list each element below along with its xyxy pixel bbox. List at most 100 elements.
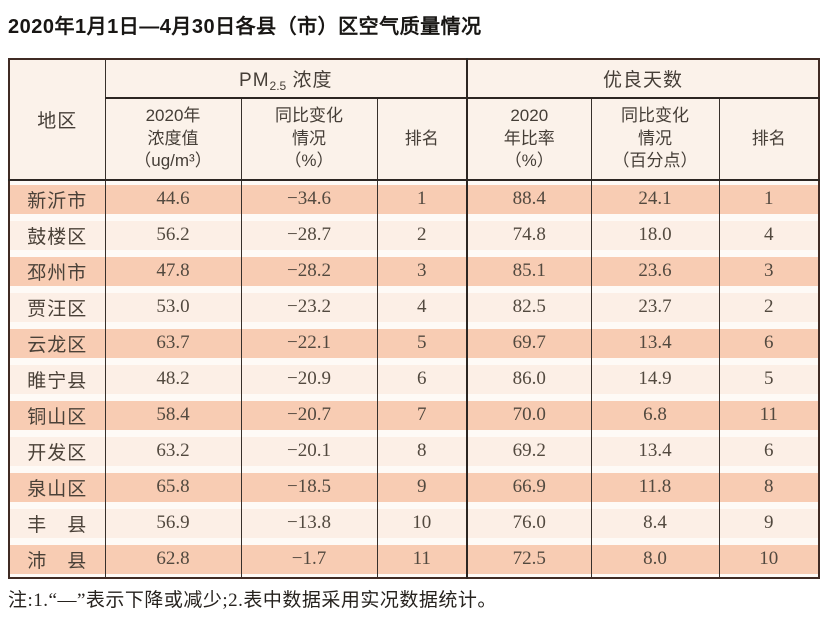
value-cell: 65.8 [104, 469, 241, 505]
sub-header-row: 2020年 浓度值 （ug/m³） 同比变化 情况 （%） 排名 2020 年比… [9, 98, 820, 181]
value-cell: 24.1 [590, 180, 719, 217]
value-cell: 86.0 [466, 361, 591, 397]
cell-band: 泉山区 [10, 472, 105, 502]
cell-band: 6 [719, 328, 819, 358]
cell-band: −34.6 [241, 184, 377, 214]
pm25-label-suffix: 浓度 [286, 69, 333, 91]
header-pm-value: 2020年 浓度值 （ug/m³） [104, 98, 241, 181]
value-cell: 13.4 [590, 433, 719, 469]
cell-band: −22.1 [241, 328, 377, 358]
header-group-good-days: 优良天数 [465, 59, 820, 99]
value-cell: 10 [376, 505, 467, 541]
value-cell: 13.4 [590, 325, 719, 361]
value-cell: 23.6 [590, 253, 719, 289]
cell-band: 开发区 [10, 436, 105, 466]
cell-band: 44.6 [105, 184, 241, 214]
value-cell: 62.8 [104, 541, 241, 578]
region-cell: 鼓楼区 [9, 217, 105, 253]
table-row: 睢宁县 48.2 −20.9 6 86.0 14.9 5 [9, 361, 820, 397]
table-row: 贾汪区 53.0 −23.2 4 82.5 23.7 2 [9, 289, 820, 325]
cell-band: 贾汪区 [10, 292, 105, 322]
value-cell: 69.7 [466, 325, 591, 361]
cell-band: 6 [377, 364, 466, 394]
cell-band: 48.2 [105, 364, 241, 394]
cell-band: 13.4 [591, 436, 719, 466]
value-cell: −22.1 [240, 325, 377, 361]
value-cell: 4 [376, 289, 467, 325]
value-cell: −34.6 [240, 180, 377, 217]
value-cell: 11 [718, 397, 820, 433]
value-cell: 63.2 [104, 433, 241, 469]
value-cell: 8 [718, 469, 820, 505]
value-cell: 1 [376, 180, 467, 217]
cell-band: 11 [719, 400, 819, 430]
cell-band: 66.9 [468, 472, 591, 502]
cell-band: 8 [377, 436, 466, 466]
value-cell: 85.1 [466, 253, 591, 289]
value-cell: 2 [376, 217, 467, 253]
cell-band: 2 [719, 292, 819, 322]
cell-band: 10 [377, 508, 466, 538]
cell-band: 23.6 [591, 256, 719, 286]
value-cell: 6 [718, 325, 820, 361]
value-cell: 4 [718, 217, 820, 253]
value-cell: 44.6 [104, 180, 241, 217]
cell-band: 23.7 [591, 292, 719, 322]
cell-band: −23.2 [241, 292, 377, 322]
value-cell: 88.4 [466, 180, 591, 217]
value-cell: −13.8 [240, 505, 377, 541]
cell-band: 88.4 [468, 184, 591, 214]
cell-band: 70.0 [468, 400, 591, 430]
value-cell: 70.0 [466, 397, 591, 433]
value-cell: 8 [376, 433, 467, 469]
value-cell: 3 [718, 253, 820, 289]
header-group-pm25: PM2.5 浓度 [104, 59, 467, 99]
value-cell: 63.7 [104, 325, 241, 361]
region-cell: 铜山区 [9, 397, 105, 433]
value-cell: −28.2 [240, 253, 377, 289]
cell-band: 4 [719, 220, 819, 250]
value-cell: 18.0 [590, 217, 719, 253]
table-row: 沛 县 62.8 −1.7 11 72.5 8.0 10 [9, 541, 820, 578]
cell-band: 13.4 [591, 328, 719, 358]
cell-band: 18.0 [591, 220, 719, 250]
cell-band: 4 [377, 292, 466, 322]
table-row: 泉山区 65.8 −18.5 9 66.9 11.8 8 [9, 469, 820, 505]
cell-band: 6 [719, 436, 819, 466]
value-cell: 6.8 [590, 397, 719, 433]
cell-band: 云龙区 [10, 328, 105, 358]
cell-band: 69.2 [468, 436, 591, 466]
cell-band: 58.4 [105, 400, 241, 430]
value-cell: −20.7 [240, 397, 377, 433]
value-cell: 82.5 [466, 289, 591, 325]
cell-band: 47.8 [105, 256, 241, 286]
value-cell: 47.8 [104, 253, 241, 289]
cell-band: 86.0 [468, 364, 591, 394]
value-cell: 9 [718, 505, 820, 541]
cell-band: 1 [377, 184, 466, 214]
region-cell: 开发区 [9, 433, 105, 469]
value-cell: 53.0 [104, 289, 241, 325]
value-cell: 5 [376, 325, 467, 361]
air-quality-table: 地区 PM2.5 浓度 优良天数 2020年 浓度值 （ug/m³） 同比变化 … [8, 58, 821, 579]
cell-band: 11 [377, 544, 466, 574]
value-cell: 76.0 [466, 505, 591, 541]
value-cell: −20.9 [240, 361, 377, 397]
value-cell: 56.9 [104, 505, 241, 541]
table-header: 地区 PM2.5 浓度 优良天数 2020年 浓度值 （ug/m³） 同比变化 … [9, 59, 820, 181]
value-cell: 8.0 [590, 541, 719, 578]
value-cell: 8.4 [590, 505, 719, 541]
footnote: 注:1.“—”表示下降或减少;2.表中数据采用实况数据统计。 [8, 590, 497, 611]
table-row: 云龙区 63.7 −22.1 5 69.7 13.4 6 [9, 325, 820, 361]
cell-band: 9 [719, 508, 819, 538]
value-cell: 9 [376, 469, 467, 505]
region-cell: 丰 县 [9, 505, 105, 541]
cell-band: 62.8 [105, 544, 241, 574]
pm25-subscript: 2.5 [269, 78, 287, 93]
value-cell: 6 [376, 361, 467, 397]
cell-band: 9 [377, 472, 466, 502]
header-pm-rank: 排名 [376, 98, 467, 181]
cell-band: 8.4 [591, 508, 719, 538]
cell-band: 1 [719, 184, 819, 214]
